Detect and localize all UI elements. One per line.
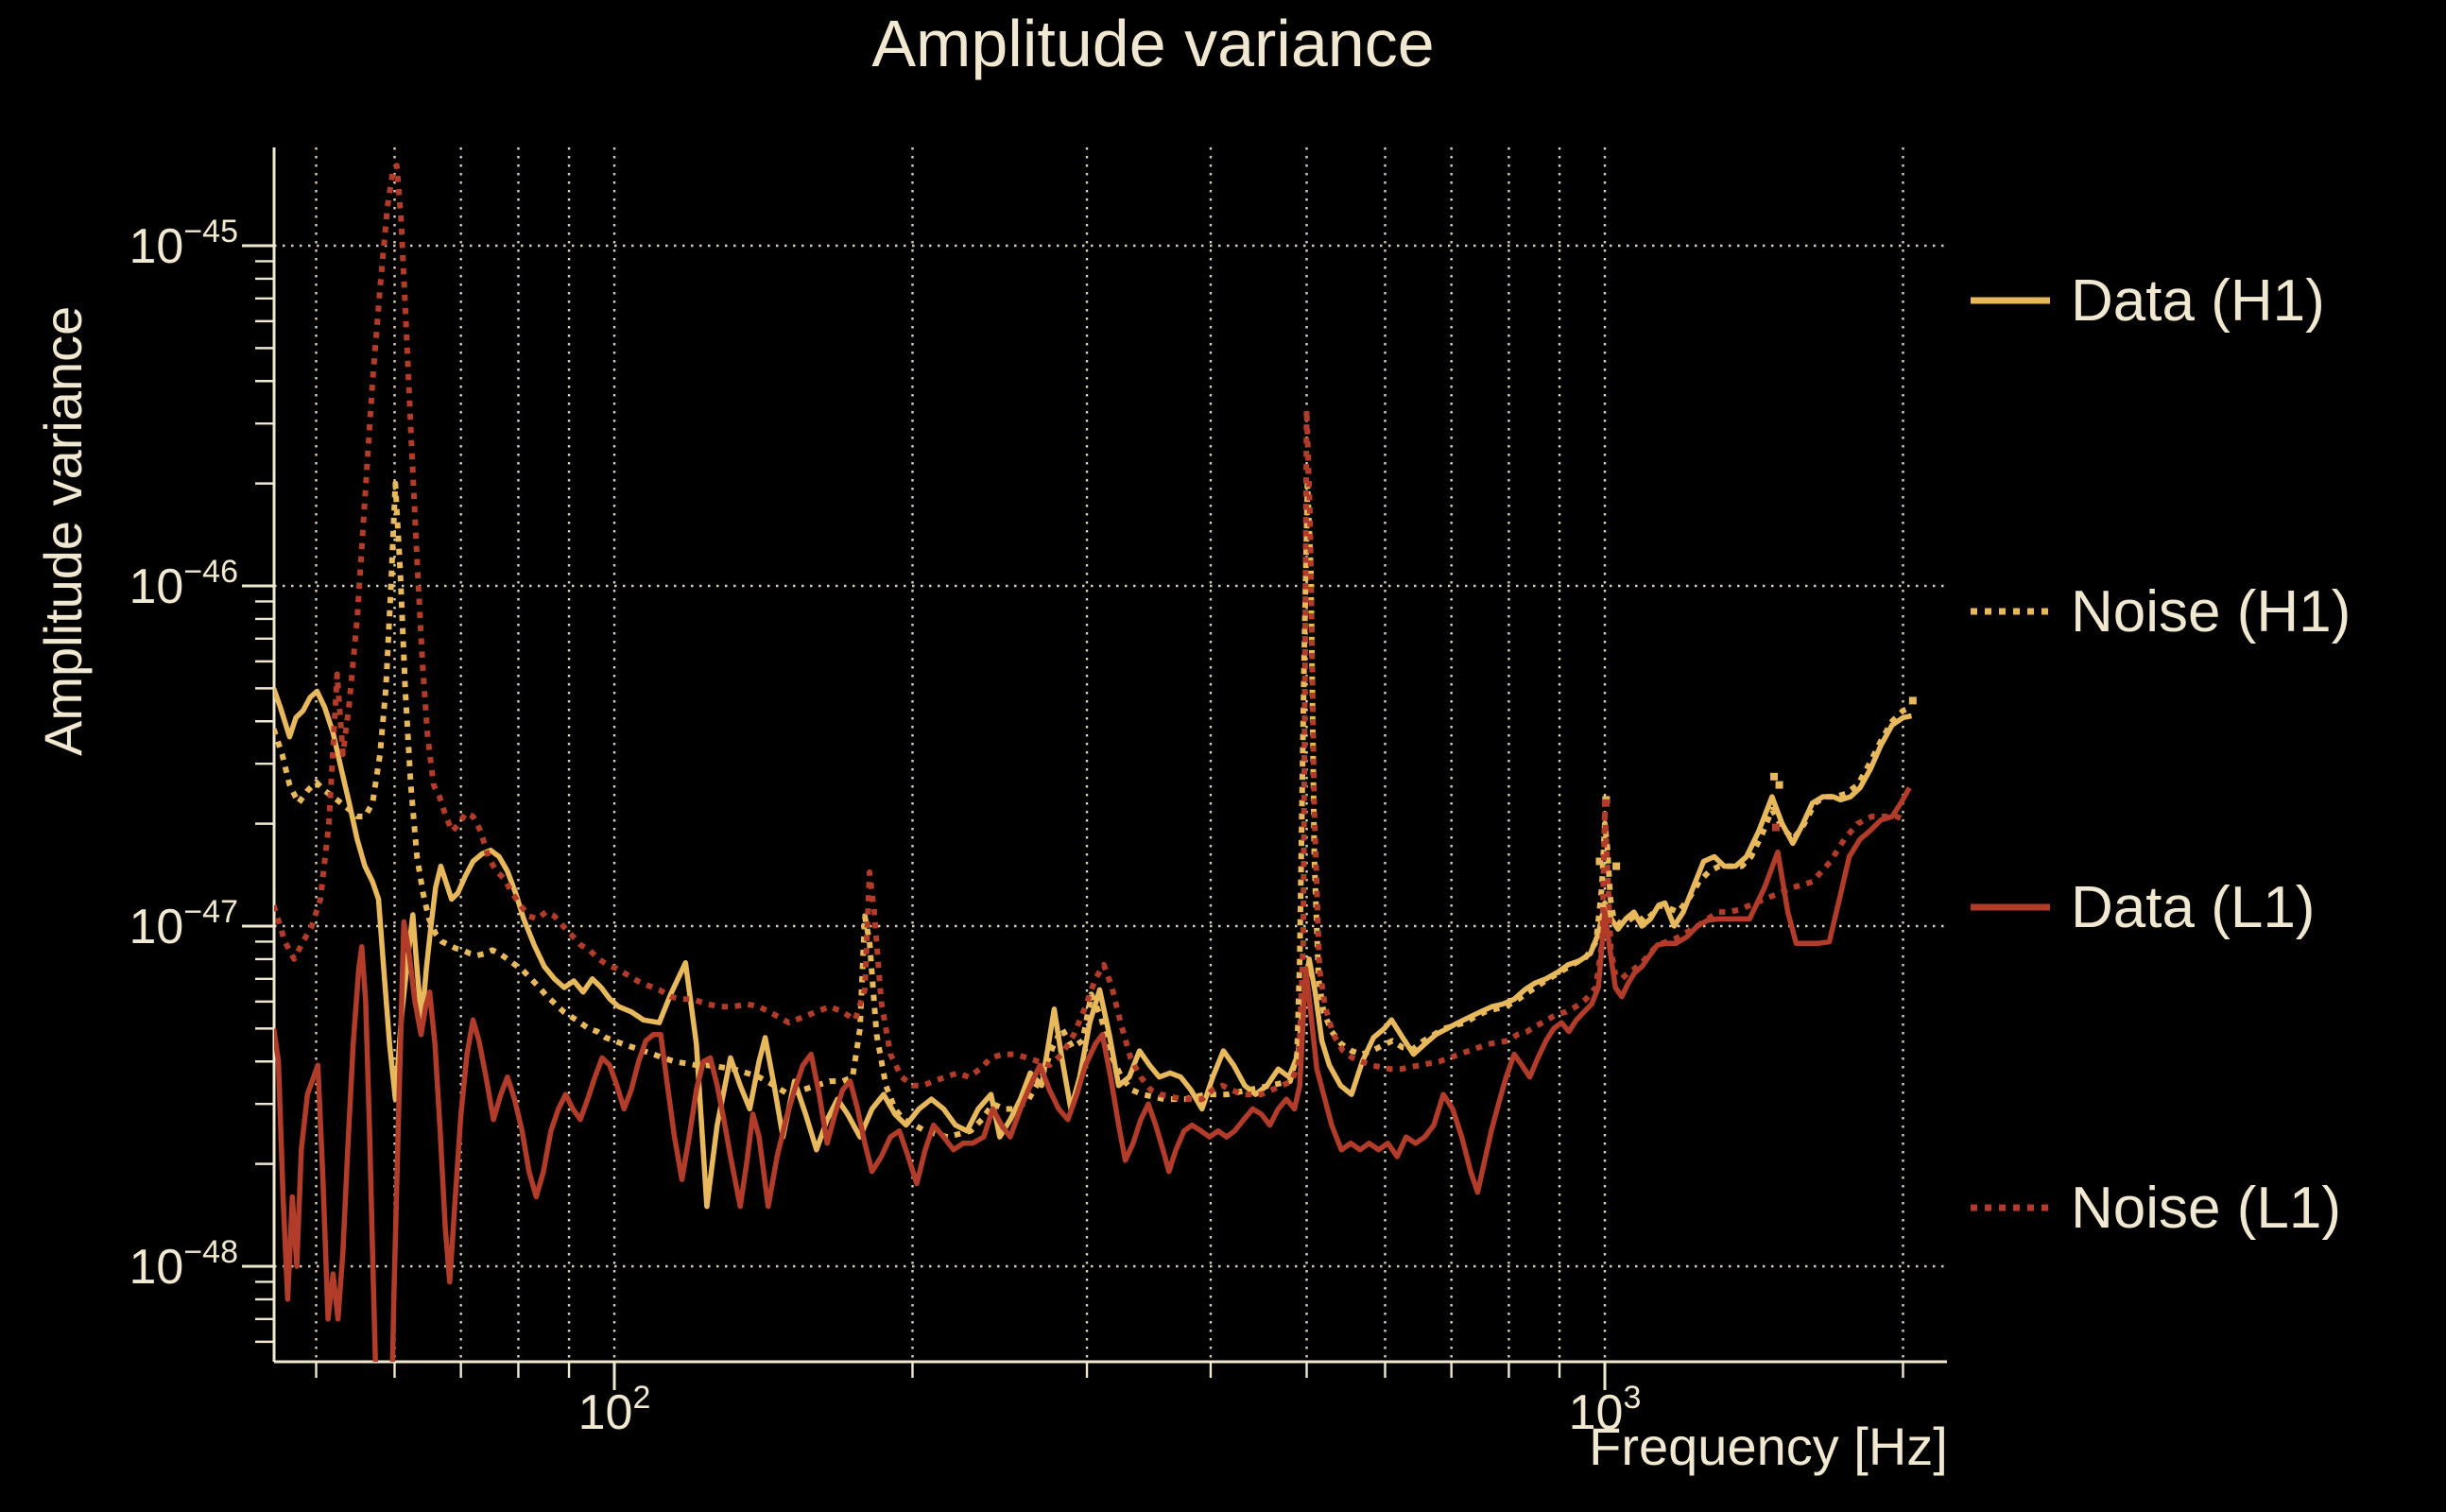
- legend-item-data-l1: Data (L1): [1971, 865, 2315, 950]
- series-data-h1-: [274, 687, 1913, 1210]
- legend-swatch-dotted-red-icon: [1971, 1204, 2050, 1211]
- series-noise-l1-: [274, 163, 1906, 1103]
- chart-title: Amplitude variance: [871, 7, 1435, 80]
- y-tick-label: 10−45: [129, 214, 238, 274]
- y-axis-label: Amplitude variance: [33, 305, 93, 756]
- series-data-l1-: [274, 786, 1912, 1362]
- y-tick-label: 10−48: [129, 1234, 238, 1295]
- scatter-dot: [1775, 781, 1783, 789]
- y-tick-label: 10−46: [129, 554, 238, 614]
- legend-item-data-h1: Data (H1): [1971, 258, 2325, 343]
- x-tick-label: 103: [1569, 1380, 1642, 1440]
- legend-label-noise-h1: Noise (H1): [2071, 578, 2351, 644]
- scatter-dot: [1908, 696, 1917, 705]
- legend-swatch-dotted-gold-icon: [1971, 608, 2050, 615]
- x-tick-label: 102: [578, 1380, 651, 1440]
- legend: Data (H1) Noise (H1) Data (L1) Noise (L1…: [1971, 0, 2443, 1512]
- scatter-dot: [1595, 857, 1604, 866]
- series-noise-h1-: [274, 480, 1913, 1141]
- legend-item-noise-h1: Noise (H1): [1971, 569, 2351, 654]
- scatter-dot: [1601, 799, 1610, 807]
- scatter-dot: [1612, 862, 1621, 870]
- scatter-dot: [1770, 772, 1779, 781]
- legend-label-noise-l1: Noise (L1): [2071, 1175, 2341, 1241]
- scatter-dot: [1771, 823, 1780, 832]
- y-tick-label: 10−47: [129, 894, 238, 954]
- legend-label-data-l1: Data (L1): [2071, 874, 2316, 940]
- legend-label-data-h1: Data (H1): [2071, 267, 2325, 334]
- x-axis-label: Frequency [Hz]: [1589, 1417, 1948, 1476]
- legend-swatch-solid-red-icon: [1971, 903, 2050, 911]
- legend-swatch-solid-gold-icon: [1971, 297, 2050, 304]
- legend-item-noise-l1: Noise (L1): [1971, 1165, 2341, 1250]
